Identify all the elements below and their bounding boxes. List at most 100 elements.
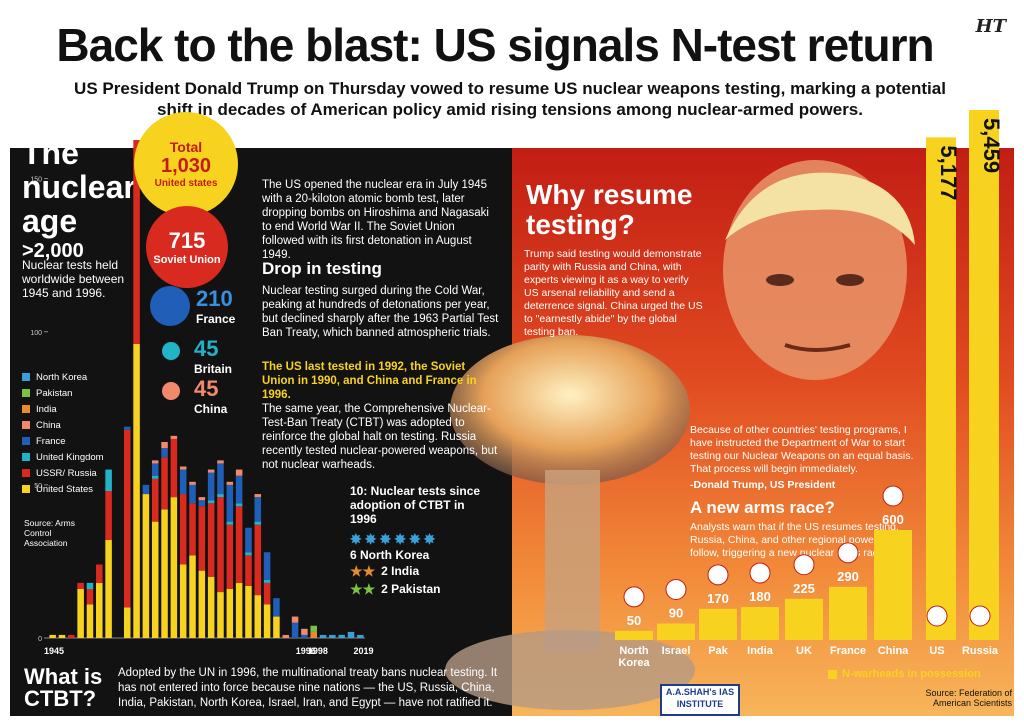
- warhead-category-label: Russia: [962, 645, 999, 657]
- india-count: 2 India: [381, 564, 420, 578]
- britain-group: 45 Britain: [162, 336, 232, 376]
- bar-segment: [161, 457, 168, 510]
- flag-icon: [665, 579, 687, 600]
- bar-segment: [217, 497, 224, 593]
- bar-segment: [235, 503, 243, 507]
- warhead-bar: [829, 586, 867, 640]
- post-ctbt-box: 10: Nuclear tests since adoption of CTBT…: [350, 484, 490, 596]
- bar-segment: [338, 634, 345, 638]
- legend-swatch: [22, 421, 30, 429]
- ussr-value: 715: [168, 228, 206, 253]
- bar-segment: [105, 491, 112, 540]
- warheads-legend-label: N-warheads in possession: [842, 668, 981, 680]
- ht-logo: HT: [975, 16, 1006, 37]
- bar-segment: [357, 634, 364, 638]
- legend-item: India: [22, 401, 142, 417]
- bar-segment: [189, 555, 196, 638]
- bar-segment: [235, 475, 243, 504]
- flag-icon: [882, 485, 904, 507]
- legend-item: USSR/ Russia: [22, 465, 142, 481]
- bar-segment: [133, 140, 140, 344]
- bar-segment: [142, 494, 150, 638]
- bar-segment: [49, 634, 56, 638]
- x-tick-label: 2019: [354, 646, 374, 656]
- bar-segment: [58, 634, 66, 638]
- ctbt-adoption-text: The same year, the Comprehensive Nuclear…: [262, 403, 498, 471]
- china-group: 45 China: [162, 376, 227, 416]
- legend-item: China: [22, 417, 142, 433]
- bar-segment: [282, 634, 290, 638]
- bar-segment: [105, 469, 112, 491]
- china-circle: [162, 382, 180, 400]
- legend-item: Pakistan: [22, 385, 142, 401]
- bar-segment: [263, 582, 271, 605]
- bar-segment: [310, 631, 317, 638]
- bar-segment: [245, 585, 252, 638]
- bar-segment: [96, 564, 103, 583]
- bar-segment: [151, 460, 159, 464]
- legend-item: United Kingdom: [22, 449, 142, 465]
- warhead-bar: [926, 137, 956, 640]
- legend-swatch: [22, 469, 30, 477]
- nk-count: 6 North Korea: [350, 548, 430, 562]
- pakistan-row: ★ ★ 2 Pakistan: [350, 581, 441, 597]
- bar-segment: [105, 540, 112, 638]
- legend-item: North Korea: [22, 369, 142, 385]
- warhead-bar: [969, 110, 999, 640]
- bar-segment: [254, 595, 262, 638]
- bar-segment: [189, 481, 196, 485]
- bar-segment: [86, 582, 94, 589]
- flag-icon: [707, 564, 729, 586]
- bar-segment: [329, 634, 336, 638]
- bar-segment: [319, 634, 327, 638]
- warhead-category-label: India: [747, 645, 774, 657]
- legend-label: Pakistan: [36, 387, 73, 399]
- x-tick-label: 1996: [296, 646, 316, 656]
- bar-segment: [151, 478, 159, 522]
- last-tests-highlight: The US last tested in 1992, the Soviet U…: [262, 361, 477, 401]
- bar-segment: [123, 607, 131, 638]
- drop-text: Nuclear testing surged during the Cold W…: [262, 285, 499, 339]
- bar-segment: [217, 592, 224, 638]
- y-tick-label: 150: [30, 177, 42, 184]
- ussr-bubble: 715 Soviet Union: [146, 206, 228, 288]
- bar-segment: [123, 429, 131, 608]
- warhead-bar: [657, 623, 695, 640]
- total-value: 1,030: [160, 155, 212, 177]
- warheads-legend: N-warheads in possession: [828, 668, 981, 680]
- legend-label: United States: [36, 483, 94, 495]
- bar-segment: [77, 589, 84, 638]
- bar-segment: [161, 448, 168, 458]
- bar-segment: [198, 570, 206, 638]
- warhead-value-label: 290: [837, 569, 859, 584]
- bar-segment: [263, 579, 271, 583]
- warhead-bar: [699, 608, 737, 640]
- warhead-category-label: France: [830, 645, 866, 657]
- quote-author: -Donald Trump, US President: [690, 479, 836, 491]
- bar-segment: [133, 344, 140, 638]
- warhead-value-label: 180: [749, 589, 771, 604]
- bar-segment: [217, 460, 224, 464]
- bar-segment: [96, 582, 103, 638]
- box-title: 10: Nuclear tests since adoption of CTBT…: [350, 484, 481, 526]
- bar-segment: [170, 435, 178, 439]
- bar-segment: [273, 616, 280, 638]
- bar-segment: [310, 625, 317, 632]
- ctbt-question: What is CTBT?: [24, 664, 103, 711]
- bar-segment: [291, 616, 299, 623]
- bar-segment: [151, 475, 159, 479]
- bar-segment: [235, 506, 243, 583]
- flag-icon: [623, 586, 645, 608]
- bar-segment: [179, 564, 187, 638]
- bar-segment: [226, 521, 234, 525]
- arms-heading: A new arms race?: [690, 498, 835, 517]
- x-tick-label: 1998: [308, 646, 328, 656]
- bar-segment: [226, 484, 234, 522]
- bar-segment: [245, 555, 252, 586]
- warhead-value-label: 5,177: [936, 145, 961, 200]
- legend-label: China: [36, 419, 61, 431]
- x-tick-label: 1945: [44, 646, 64, 656]
- bar-segment: [235, 469, 243, 476]
- stat-big: >2,000: [22, 240, 84, 262]
